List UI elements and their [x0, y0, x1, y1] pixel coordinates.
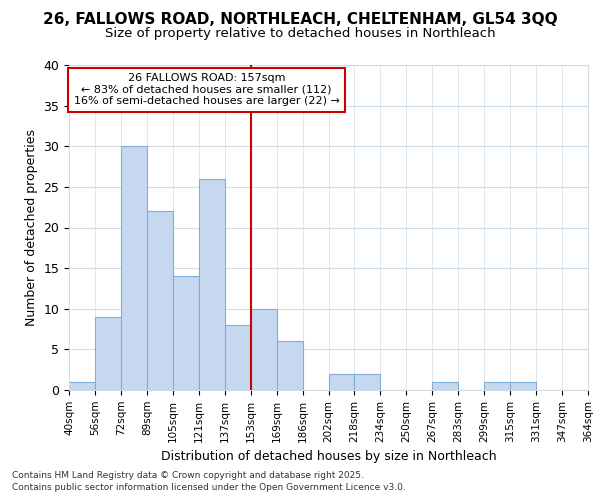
Bar — [484, 382, 510, 390]
Bar — [173, 276, 199, 390]
Text: 26, FALLOWS ROAD, NORTHLEACH, CHELTENHAM, GL54 3QQ: 26, FALLOWS ROAD, NORTHLEACH, CHELTENHAM… — [43, 12, 557, 28]
Text: 26 FALLOWS ROAD: 157sqm
← 83% of detached houses are smaller (112)
16% of semi-d: 26 FALLOWS ROAD: 157sqm ← 83% of detache… — [74, 73, 340, 106]
Bar — [95, 317, 121, 390]
Text: Contains HM Land Registry data © Crown copyright and database right 2025.: Contains HM Land Registry data © Crown c… — [12, 471, 364, 480]
Bar — [199, 179, 224, 390]
Text: Size of property relative to detached houses in Northleach: Size of property relative to detached ho… — [104, 28, 496, 40]
X-axis label: Distribution of detached houses by size in Northleach: Distribution of detached houses by size … — [161, 450, 496, 463]
Text: Contains public sector information licensed under the Open Government Licence v3: Contains public sector information licen… — [12, 484, 406, 492]
Bar — [147, 211, 173, 390]
Bar — [251, 308, 277, 390]
Bar — [225, 325, 251, 390]
Y-axis label: Number of detached properties: Number of detached properties — [25, 129, 38, 326]
Bar — [69, 382, 95, 390]
Bar — [433, 382, 458, 390]
Bar — [121, 146, 147, 390]
Bar — [355, 374, 380, 390]
Bar — [329, 374, 355, 390]
Bar — [277, 341, 302, 390]
Bar — [510, 382, 536, 390]
